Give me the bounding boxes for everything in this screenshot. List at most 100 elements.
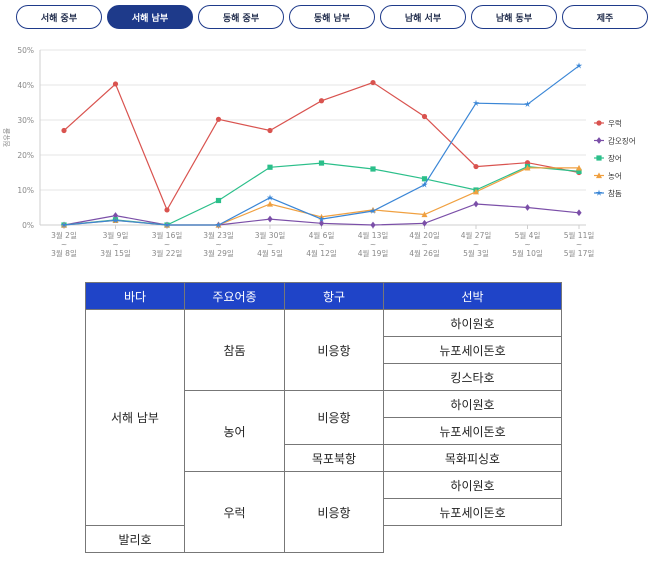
x-tick-label-start: 3월 23일 [203,230,234,240]
y-tick-label: 50% [17,46,34,55]
header-species: 주요어종 [184,282,285,310]
x-tick-label-start: 3월 16일 [152,230,183,240]
x-tick-separator: ~ [576,240,582,249]
legend-marker [596,120,602,126]
header-port: 항구 [284,282,384,310]
y-tick-label: 40% [17,81,34,90]
data-point [318,98,325,104]
cell-sea: 서해 남부 [85,309,185,526]
data-point [164,207,170,213]
x-tick-label-end: 3월 8일 [51,248,77,258]
x-tick-label-end: 5월 17일 [564,248,595,258]
tab-region-6[interactable]: 남해 동부 [471,5,557,29]
x-tick-label-start: 4월 27일 [461,230,492,240]
y-tick-label: 30% [17,116,34,125]
fishing-table: 바다 주요어종 항구 선박 서해 남부 참돔 비응항 하이원호 뉴포세이돈호 킹… [85,282,562,553]
data-point [576,168,582,175]
data-point [421,113,428,120]
cell-ship: 하이원호 [383,390,562,418]
x-tick-label-end: 3월 29일 [203,248,234,258]
data-point [473,188,479,195]
table-row: 뉴포세이돈호 [86,417,562,445]
x-tick-label-end: 3월 15일 [100,248,131,258]
tab-region-3[interactable]: 동해 중부 [198,5,284,29]
data-point [318,219,325,227]
cell-ship: 발리호 [85,525,185,553]
data-point [576,209,582,217]
legend-marker [596,137,602,144]
x-tick-label-end: 3월 22일 [152,248,183,258]
x-tick-separator: ~ [215,240,221,249]
region-tabs: 서해 중부 서해 남부 동해 중부 동해 남부 남해 서부 남해 동부 제주 [16,5,648,29]
cell-ship: 뉴포세이돈호 [383,417,562,445]
x-tick-separator: ~ [164,240,170,249]
cell-port: 비응항 [284,390,384,445]
table-header-row: 바다 주요어종 항구 선박 [85,282,562,310]
x-tick-separator: ~ [318,240,324,249]
tab-region-1[interactable]: 서해 중부 [16,5,102,29]
legend-marker [596,172,602,179]
data-point [318,160,325,166]
data-point [215,197,222,204]
x-tick-label-start: 4월 13일 [358,230,389,240]
x-tick-label-end: 4월 26일 [409,248,440,258]
header-sea: 바다 [85,282,185,310]
data-point [370,79,376,86]
data-point [112,212,119,219]
cell-ship: 뉴포세이돈호 [383,498,562,526]
data-point [575,62,583,69]
data-point [576,164,582,171]
cell-species: 참돔 [184,309,285,391]
data-point [163,221,171,228]
data-point [267,127,273,134]
x-tick-separator: ~ [370,240,376,249]
data-point [524,204,531,211]
data-point [369,207,377,214]
cell-species: 농어 [184,390,285,472]
tab-region-7[interactable]: 제주 [562,5,648,29]
cell-ship: 하이원호 [383,309,562,337]
data-point [524,100,531,107]
x-tick-label-end: 4월 19일 [358,248,389,258]
x-tick-separator: ~ [61,240,67,249]
cell-ship: 목화피싱호 [383,444,562,472]
x-tick-separator: ~ [267,240,273,249]
x-tick-label-start: 3월 30일 [255,230,286,240]
legend-label: 우럭 [608,119,622,128]
x-tick-label-end: 4월 5일 [257,248,283,258]
tab-region-5[interactable]: 남해 서부 [380,5,466,29]
data-point [215,116,222,122]
data-point [524,164,531,171]
data-point [267,200,273,207]
table-row: 뉴포세이돈호 [86,336,562,364]
x-tick-label-start: 5월 11일 [564,230,595,240]
data-point [421,211,428,218]
legend-marker [596,155,602,161]
cell-ship: 킹스타호 [383,363,562,391]
x-tick-separator: ~ [524,240,530,249]
tab-region-4[interactable]: 동해 남부 [289,5,375,29]
tab-region-2[interactable]: 서해 남부 [107,5,193,29]
data-point [267,164,273,170]
table-row: 서해 남부 참돔 비응항 하이원호 [85,309,562,526]
data-point [112,217,119,224]
cell-ship: 하이원호 [383,471,562,499]
y-axis-label: 점유율 [3,127,11,147]
y-tick-label: 20% [17,151,34,160]
data-point [421,219,428,227]
table-row: 우럭 비응항 하이원호 [86,471,562,553]
data-point [267,215,273,223]
legend-label: 농어 [608,171,622,181]
table-row: 발리호 [85,525,562,553]
data-point [472,99,480,106]
data-point [61,127,67,134]
fishing-table-container: 바다 주요어종 항구 선박 서해 남부 참돔 비응항 하이원호 뉴포세이돈호 킹… [85,282,562,554]
x-tick-label-start: 4월 6일 [309,230,335,240]
x-tick-label-start: 5월 4일 [515,230,541,240]
data-point [318,215,325,222]
data-point [421,181,428,188]
legend-label: 참돔 [608,188,622,198]
cell-ship: 뉴포세이돈호 [383,336,562,364]
data-point [112,81,119,87]
